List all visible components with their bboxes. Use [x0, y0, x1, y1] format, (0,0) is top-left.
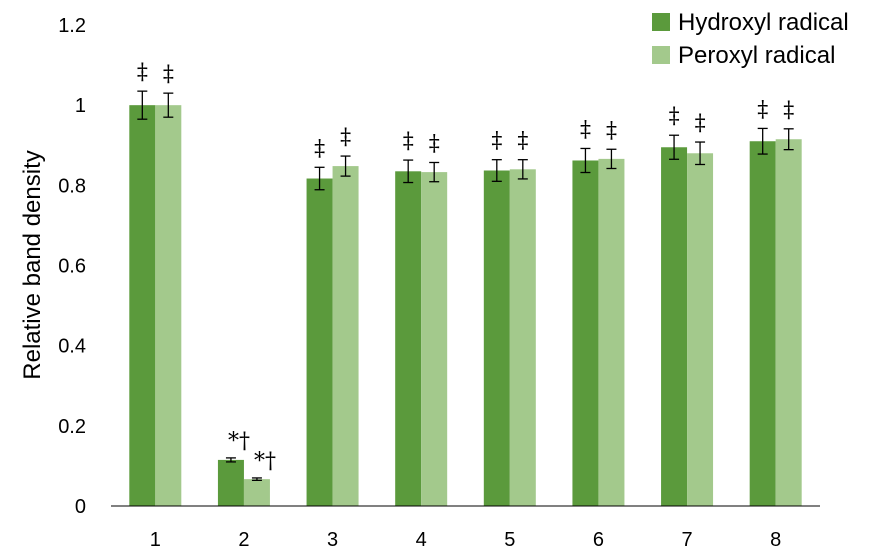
bar — [395, 171, 422, 506]
error-bar — [314, 166, 325, 191]
significance-annotations: ‡ ‡ *†*† ‡ ‡ ‡ ‡ ‡ ‡ ‡ ‡ ‡ ‡ ‡ ‡ — [137, 60, 794, 474]
significance-mark: ‡ — [137, 60, 148, 85]
legend-swatch-peroxyl — [652, 46, 670, 64]
legend-label-hydroxyl: Hydroxyl radical — [678, 9, 849, 36]
bar — [687, 153, 714, 506]
bar — [217, 459, 244, 506]
x-tick-label: 3 — [327, 529, 338, 549]
legend: Hydroxyl radical Peroxyl radical — [652, 9, 849, 69]
significance-mark: ‡ — [314, 136, 325, 161]
error-bar — [783, 128, 794, 151]
error-bar — [695, 141, 706, 166]
x-tick-label: 7 — [682, 529, 693, 549]
y-tick-label: 1.2 — [58, 15, 86, 37]
x-tick-label: 5 — [504, 529, 515, 549]
significance-mark: ‡ — [491, 129, 502, 154]
bar — [572, 160, 599, 506]
significance-mark: *† — [254, 449, 276, 474]
x-tick-label: 2 — [238, 529, 249, 549]
y-tick-label: 0 — [75, 496, 86, 518]
x-tick-label: 6 — [593, 529, 604, 549]
significance-mark: ‡ — [606, 118, 617, 143]
error-bar — [403, 159, 414, 184]
bar — [598, 158, 625, 506]
bar — [306, 178, 333, 506]
error-bar — [491, 159, 502, 182]
significance-mark: ‡ — [695, 111, 706, 136]
significance-mark: ‡ — [163, 62, 174, 87]
bars — [129, 105, 802, 507]
x-tick-label: 8 — [770, 529, 781, 549]
significance-mark: ‡ — [580, 117, 591, 142]
significance-mark: ‡ — [429, 131, 440, 156]
y-tick-label: 0.8 — [58, 175, 86, 197]
significance-mark: ‡ — [783, 98, 794, 123]
y-tick-label: 0.6 — [58, 256, 86, 278]
error-bars — [137, 90, 794, 481]
error-bar — [757, 127, 768, 155]
y-tick-label: 0.2 — [58, 416, 86, 438]
error-bar — [429, 161, 440, 183]
error-bar — [163, 92, 174, 118]
significance-mark: ‡ — [669, 104, 680, 129]
bar — [243, 479, 270, 506]
significance-mark: ‡ — [517, 129, 528, 154]
x-axis-ticks: 1 2 3 4 5 6 7 8 — [150, 529, 782, 549]
x-tick-label: 1 — [150, 529, 161, 549]
error-bar — [137, 90, 148, 120]
bar — [129, 105, 156, 507]
significance-mark: ‡ — [757, 97, 768, 122]
legend-swatch-hydroxyl — [652, 13, 670, 31]
legend-label-peroxyl: Peroxyl radical — [678, 42, 835, 69]
significance-mark: ‡ — [403, 129, 414, 154]
error-bar — [517, 159, 528, 180]
significance-mark: *† — [228, 429, 250, 454]
significance-mark: ‡ — [340, 125, 351, 150]
bar — [775, 139, 802, 507]
y-tick-label: 0.4 — [58, 336, 86, 358]
bar — [155, 105, 182, 507]
y-axis-title: Relative band density — [19, 150, 46, 379]
error-bar — [669, 134, 680, 160]
error-bar — [580, 147, 591, 174]
bar — [661, 147, 688, 507]
error-bar — [606, 148, 617, 170]
x-tick-label: 4 — [416, 529, 427, 549]
error-bar — [340, 155, 351, 177]
y-tick-label: 1 — [75, 95, 86, 117]
error-bar — [251, 477, 262, 481]
bar — [332, 166, 359, 507]
error-bar — [225, 457, 236, 463]
bar — [483, 170, 510, 506]
y-axis-ticks: 0 0.2 0.4 0.6 0.8 1 1.2 — [58, 15, 86, 518]
bar — [749, 141, 776, 506]
bar — [509, 169, 536, 507]
bar — [421, 172, 448, 506]
